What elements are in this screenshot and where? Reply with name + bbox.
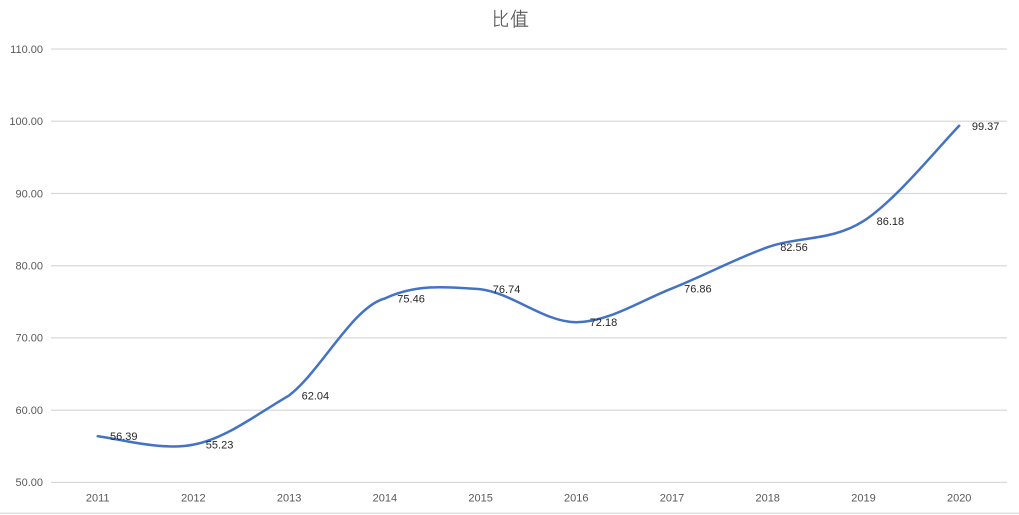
svg-text:2015: 2015 <box>468 493 492 505</box>
svg-text:76.74: 76.74 <box>493 284 521 296</box>
svg-text:100.00: 100.00 <box>9 116 43 128</box>
svg-text:75.46: 75.46 <box>397 294 425 306</box>
svg-text:2012: 2012 <box>181 493 205 505</box>
svg-text:56.39: 56.39 <box>110 431 138 443</box>
svg-text:2014: 2014 <box>373 493 397 505</box>
svg-text:70.00: 70.00 <box>15 333 43 345</box>
svg-text:86.18: 86.18 <box>877 216 905 228</box>
svg-text:60.00: 60.00 <box>15 405 43 417</box>
svg-text:82.56: 82.56 <box>780 242 808 254</box>
svg-text:90.00: 90.00 <box>15 188 43 200</box>
svg-text:2017: 2017 <box>660 493 684 505</box>
svg-text:76.86: 76.86 <box>684 283 712 295</box>
svg-text:2020: 2020 <box>947 493 971 505</box>
svg-text:62.04: 62.04 <box>302 390 330 402</box>
svg-text:72.18: 72.18 <box>590 317 618 329</box>
svg-text:50.00: 50.00 <box>15 477 43 489</box>
svg-text:2018: 2018 <box>755 493 779 505</box>
svg-text:110.00: 110.00 <box>10 44 43 56</box>
svg-text:2019: 2019 <box>851 493 875 505</box>
svg-text:80.00: 80.00 <box>15 261 43 273</box>
svg-text:55.23: 55.23 <box>206 440 234 452</box>
svg-text:2011: 2011 <box>86 493 110 505</box>
svg-text:2016: 2016 <box>564 493 588 505</box>
svg-text:2013: 2013 <box>277 493 301 505</box>
svg-text:99.37: 99.37 <box>972 121 1000 133</box>
